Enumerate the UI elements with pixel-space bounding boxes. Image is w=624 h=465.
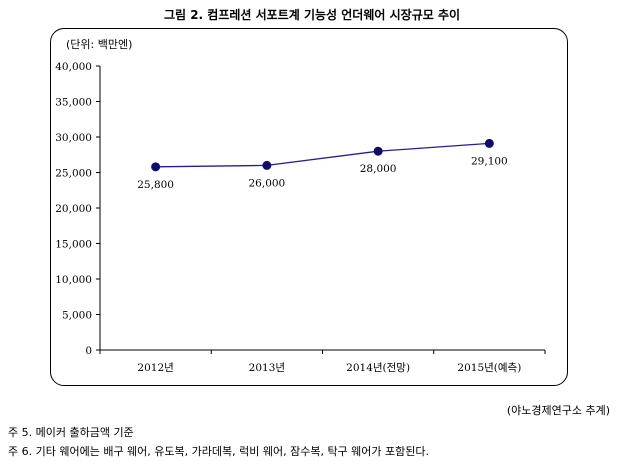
data-label: 25,800 — [137, 179, 174, 191]
y-tick-label: 40,000 — [55, 61, 92, 73]
y-tick-label: 20,000 — [55, 203, 92, 215]
x-tick-label: 2015년(예측) — [457, 361, 521, 374]
y-tick-label: 10,000 — [55, 274, 92, 286]
data-label: 26,000 — [249, 177, 286, 189]
y-tick-label: 5,000 — [62, 310, 92, 322]
footnote-6: 주 6. 기타 웨어에는 배구 웨어, 유도복, 가라데복, 럭비 웨어, 잠수… — [8, 445, 430, 458]
y-tick-label: 15,000 — [55, 239, 92, 251]
series-line — [155, 142, 490, 168]
x-tick-label: 2012년 — [137, 362, 173, 374]
x-tick-label: 2014년(전망) — [346, 362, 410, 374]
data-point — [262, 160, 272, 170]
y-tick-label: 25,000 — [55, 168, 92, 180]
y-tick-label: 30,000 — [55, 132, 92, 144]
unit-label: (단위: 백만엔) — [66, 38, 133, 51]
y-axis-ticks: 0 5,000 10,000 15,000 20,000 25,000 30,000 35,0… — [55, 61, 100, 357]
x-tick-label: 2013년 — [249, 362, 285, 374]
x-axis-ticks: 2012년 2013년 2014년(전망) 2015년(예측) — [99, 350, 546, 374]
chart-title: 그림 2. 컴프레션 서포트계 기능성 언더웨어 시장규모 추이 — [163, 8, 461, 22]
chart-frame — [50, 28, 568, 386]
footnote-5: 주 5. 메이커 출하금액 기준 — [8, 426, 134, 439]
y-tick-label: 35,000 — [55, 97, 92, 109]
series-group — [151, 138, 494, 172]
y-tick-label: 0 — [85, 345, 92, 357]
source-note: (야노경제연구소 추계) — [506, 404, 610, 417]
data-label: 29,100 — [471, 155, 508, 167]
data-point — [373, 146, 383, 156]
data-point — [484, 138, 494, 148]
data-label: 28,000 — [360, 163, 397, 175]
data-point — [151, 162, 161, 172]
chart-axes — [99, 66, 545, 351]
data-labels: 25,800 26,000 28,000 29,100 — [137, 155, 508, 190]
